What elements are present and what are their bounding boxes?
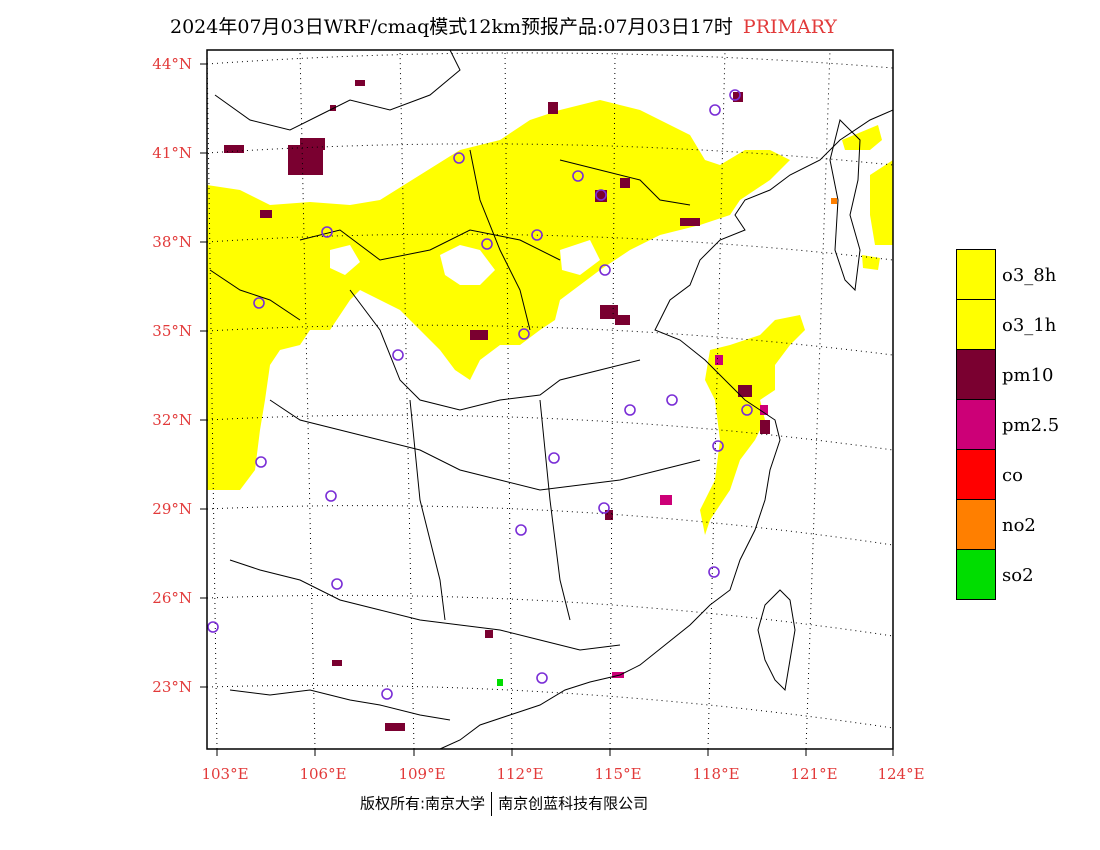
- credit-left: 版权所有:南京大学: [360, 794, 486, 813]
- province-10: [229, 689, 451, 721]
- station-marker: [536, 672, 548, 684]
- title-tag: PRIMARY: [742, 16, 837, 38]
- station-marker: [624, 404, 636, 416]
- lat-label: 23°N: [152, 678, 192, 696]
- ozone-holes: [330, 240, 600, 285]
- lat-label: 44°N: [152, 55, 192, 73]
- legend-swatch: [956, 449, 996, 500]
- station-marker: [207, 621, 219, 633]
- lon-label: 112°E: [496, 765, 544, 783]
- ozone-area-northeast-3: [862, 255, 880, 270]
- legend-swatch: [956, 349, 996, 400]
- province-9: [209, 269, 301, 321]
- station-marker: [712, 440, 724, 452]
- station-marker: [708, 566, 720, 578]
- credit-right: 南京创蓝科技有限公司: [498, 794, 649, 813]
- border-north: [214, 49, 461, 131]
- lat-label: 32°N: [152, 411, 192, 429]
- lat-label: 26°N: [152, 589, 192, 607]
- lon-label: 103°E: [201, 765, 249, 783]
- map-title: 2024年07月03日WRF/cmaq模式12km预报产品:07月03日17时 P…: [170, 12, 837, 39]
- station-marker: [548, 452, 560, 464]
- station-marker: [666, 394, 678, 406]
- province-1: [349, 289, 641, 411]
- lat-label: 35°N: [152, 322, 192, 340]
- lat-label: 38°N: [152, 233, 192, 251]
- legend-label: no2: [1002, 515, 1036, 536]
- lon-label: 124°E: [877, 765, 925, 783]
- legend-label: o3_1h: [1002, 315, 1057, 336]
- copyright-credit: 版权所有:南京大学 南京创蓝科技有限公司: [360, 792, 648, 816]
- province-8: [559, 159, 691, 206]
- legend-label: o3_8h: [1002, 265, 1057, 286]
- station-marker: [481, 238, 493, 250]
- legend-label: pm2.5: [1002, 415, 1060, 436]
- lon-label: 106°E: [299, 765, 347, 783]
- legend-swatch: [956, 549, 996, 600]
- province-5: [539, 399, 571, 621]
- legend-label: pm10: [1002, 365, 1054, 386]
- station-marker: [253, 297, 265, 309]
- province-7: [469, 149, 531, 331]
- station-marker: [729, 89, 741, 101]
- station-marker: [392, 349, 404, 361]
- station-marker: [515, 524, 527, 536]
- station-marker: [518, 328, 530, 340]
- station-marker: [325, 490, 337, 502]
- ozone-areas: [207, 100, 893, 535]
- lat-label: 41°N: [152, 144, 192, 162]
- station-marker: [331, 578, 343, 590]
- title-main: 2024年07月03日WRF/cmaq模式12km预报产品:07月03日17时: [170, 16, 733, 38]
- so2-patch: [497, 679, 503, 686]
- lon-label: 118°E: [692, 765, 740, 783]
- station-markers: [207, 89, 753, 700]
- ozone-area-northeast-2: [870, 160, 893, 245]
- station-marker: [598, 502, 610, 514]
- province-3: [229, 559, 621, 651]
- ozone-area-northeast: [842, 125, 882, 150]
- legend-swatch: [956, 299, 996, 350]
- no2-patch: [831, 198, 837, 204]
- station-marker: [453, 152, 465, 164]
- lat-label: 29°N: [152, 500, 192, 518]
- station-marker: [595, 189, 607, 201]
- province-6: [299, 229, 561, 261]
- korea: [829, 119, 861, 292]
- pm10-areas: [224, 80, 770, 731]
- station-marker: [572, 170, 584, 182]
- station-marker: [741, 404, 753, 416]
- boundaries: [209, 49, 894, 750]
- lon-label: 121°E: [790, 765, 838, 783]
- station-marker: [709, 104, 721, 116]
- station-marker: [255, 456, 267, 468]
- province-4: [409, 399, 446, 621]
- legend-swatch: [956, 249, 996, 300]
- legend-label: so2: [1002, 565, 1034, 586]
- lon-label: 109°E: [398, 765, 446, 783]
- station-marker: [599, 264, 611, 276]
- ozone-area-north-band: [207, 100, 790, 490]
- legend-label: co: [1002, 465, 1023, 486]
- ticks: [200, 63, 894, 756]
- coastline: [439, 109, 894, 750]
- taiwan: [757, 589, 796, 692]
- legend-swatch: [956, 399, 996, 450]
- lon-label: 115°E: [594, 765, 642, 783]
- station-marker: [321, 226, 333, 238]
- legend-swatch: [956, 499, 996, 550]
- credit-separator: [491, 792, 493, 816]
- map-frame: [206, 49, 894, 750]
- ozone-area-east-coast: [700, 315, 805, 535]
- station-marker: [381, 688, 393, 700]
- station-marker: [531, 229, 543, 241]
- province-2: [269, 399, 701, 491]
